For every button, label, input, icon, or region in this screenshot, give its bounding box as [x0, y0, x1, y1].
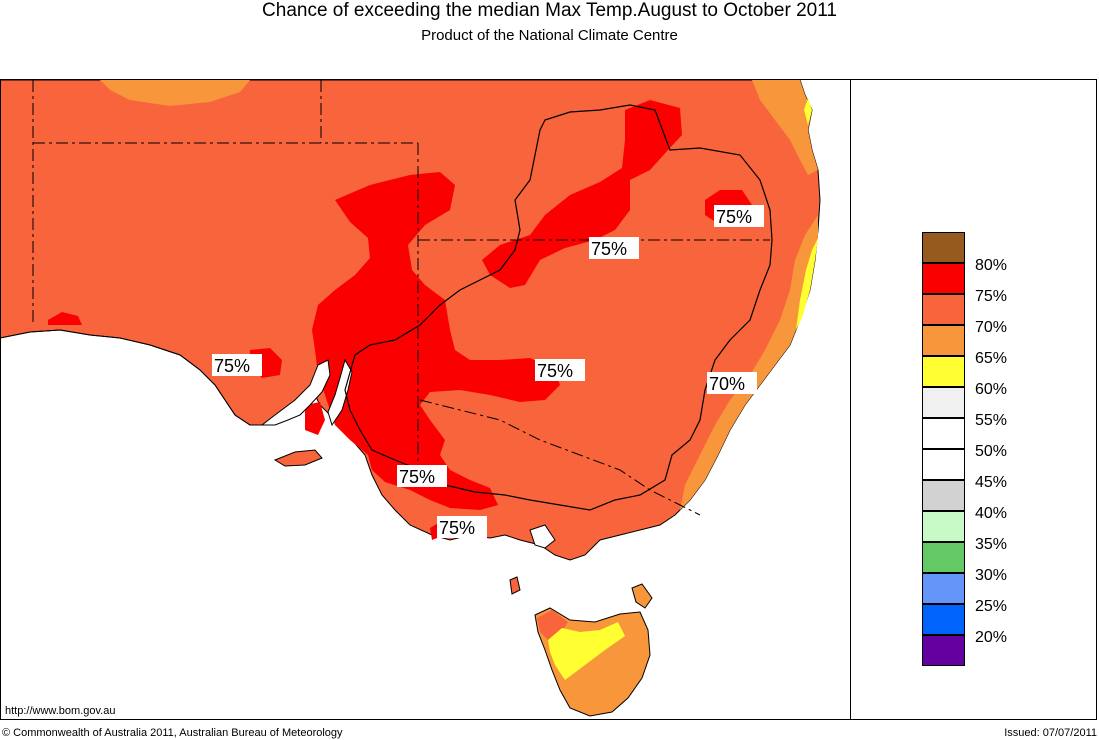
region-75-west: [48, 312, 82, 325]
legend-swatch-60: [922, 387, 965, 418]
legend-swatch-55: [922, 418, 965, 449]
label-75-qld-border: 75%: [591, 239, 627, 259]
legend-swatch-40: [922, 511, 965, 542]
map-labels: 75% 75% 75% 75% 75% 75% 70%: [212, 205, 764, 538]
map-title: Chance of exceeding the median Max Temp.…: [262, 0, 837, 21]
king-island: [509, 576, 521, 595]
spencer-gulf: [260, 359, 331, 426]
legend-label-25: 25%: [975, 598, 1008, 615]
legend-swatch-50: [922, 449, 965, 480]
bom-url-link[interactable]: http://www.bom.gov.au: [5, 705, 116, 717]
region-65-east-coast: [680, 215, 818, 510]
legend-label-45: 45%: [975, 474, 1008, 491]
region-60-northeast: [804, 98, 812, 125]
label-75-vic-coast: 75%: [439, 518, 475, 538]
legend-swatch-35: [922, 542, 965, 573]
region-60-east-coast: [796, 238, 818, 330]
st-vincent-gulf: [327, 358, 353, 427]
legend-divider: [850, 79, 851, 720]
label-70-east: 70%: [709, 374, 745, 394]
kangaroo-island: [273, 449, 323, 467]
legend-swatch-65: [922, 356, 965, 387]
legend-swatch-45: [922, 480, 965, 511]
legend-swatch-70: [922, 325, 965, 356]
region-65-northeast: [752, 80, 818, 175]
legend-label-35: 35%: [975, 536, 1008, 553]
basin-outline: [344, 104, 773, 511]
legend-label-40: 40%: [975, 505, 1008, 522]
region-75-central: [312, 172, 560, 510]
map-subtitle: Product of the National Climate Centre: [421, 27, 678, 44]
legend-label-55: 55%: [975, 412, 1008, 429]
legend-swatch-20: [922, 635, 965, 666]
legend-swatch-75: [922, 294, 965, 325]
legend-label-60: 60%: [975, 381, 1008, 398]
region-75-northeast-band: [482, 100, 682, 288]
legend-swatch-80: [922, 263, 965, 294]
probability-map: 75% 75% 75% 75% 75% 75% 70%: [0, 79, 850, 720]
legend-label-75: 75%: [975, 288, 1008, 305]
label-75-northeast: 75%: [716, 207, 752, 227]
coastline: [0, 329, 270, 426]
legend-label-80: 80%: [975, 257, 1008, 274]
legend-swatch-25: [922, 604, 965, 635]
legend-label-50: 50%: [975, 443, 1008, 460]
issued-date: Issued: 07/07/2011: [1004, 727, 1097, 739]
legend-swatch-30: [922, 573, 965, 604]
region-65-north: [100, 80, 250, 106]
legend-label-30: 30%: [975, 567, 1008, 584]
legend-label-70: 70%: [975, 319, 1008, 336]
map-frame: [0, 79, 1097, 720]
legend-label-20: 20%: [975, 629, 1008, 646]
state-borders: [32, 80, 770, 516]
label-75-nsw: 75%: [537, 361, 573, 381]
flinders-island: [631, 583, 653, 609]
tasmania-60-region: [548, 622, 625, 680]
region-75-yorke: [305, 402, 325, 435]
label-75-eyre: 75%: [214, 356, 250, 376]
legend-label-65: 65%: [975, 350, 1008, 367]
legend-swatch-brown: [922, 232, 965, 263]
border-nsw-vic: [419, 399, 701, 516]
copyright-text: © Commonwealth of Australia 2011, Austra…: [2, 727, 343, 739]
label-75-sa-vic: 75%: [399, 467, 435, 487]
port-phillip-bay: [529, 524, 556, 549]
